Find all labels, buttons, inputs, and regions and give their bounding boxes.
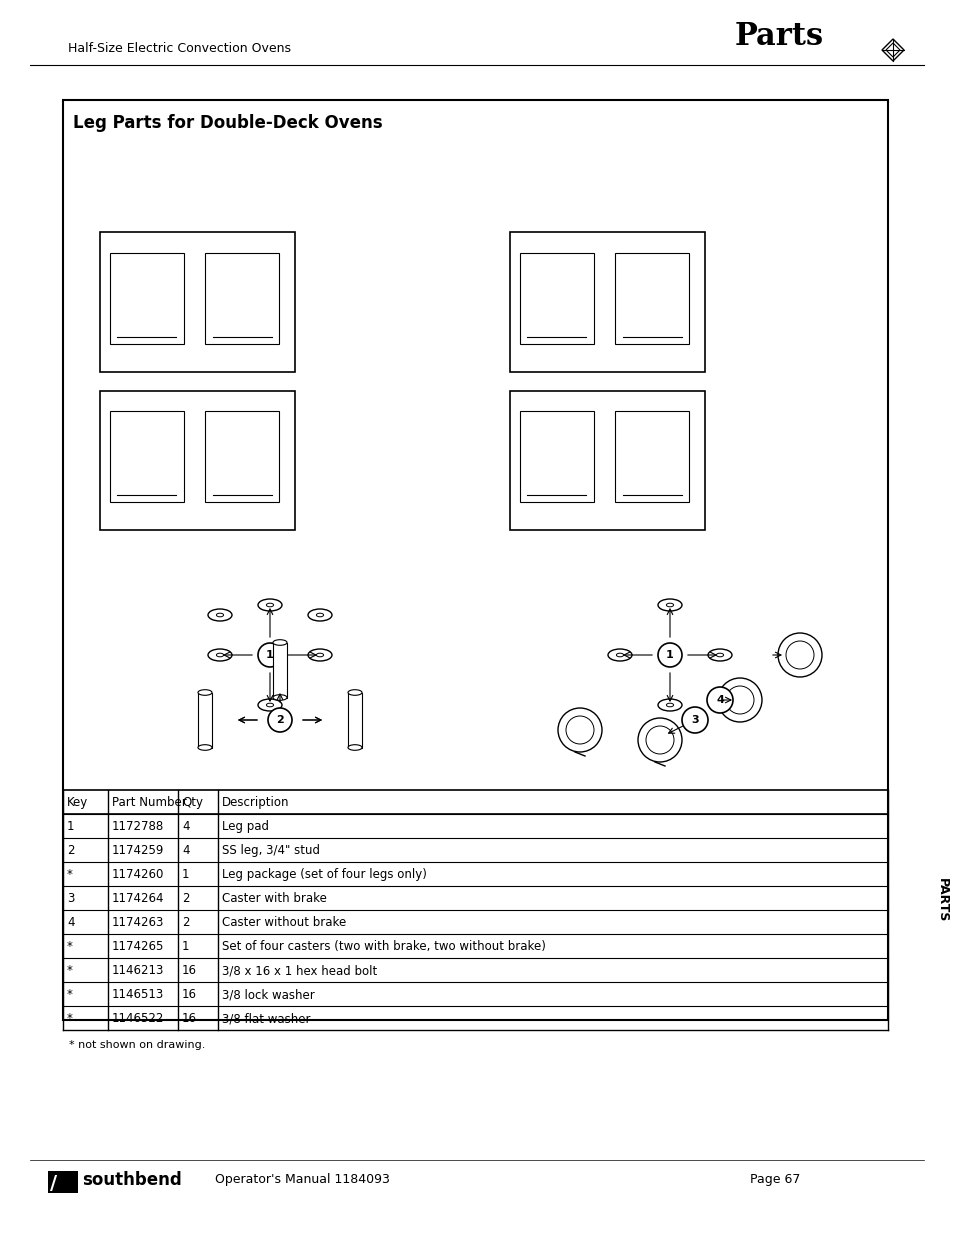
Text: 1146213: 1146213	[112, 965, 164, 977]
Text: 1146513: 1146513	[112, 988, 164, 1002]
Text: 1: 1	[665, 650, 673, 659]
Text: 3: 3	[691, 715, 699, 725]
Text: 2: 2	[182, 916, 190, 929]
Text: 16: 16	[182, 1011, 196, 1025]
Text: Operator's Manual 1184093: Operator's Manual 1184093	[214, 1173, 390, 1186]
Text: Qty: Qty	[182, 797, 203, 809]
Text: Leg pad: Leg pad	[222, 820, 269, 832]
Text: SS leg, 3/4" stud: SS leg, 3/4" stud	[222, 844, 319, 857]
Text: *: *	[67, 1011, 72, 1025]
Text: Set of four casters (two with brake, two without brake): Set of four casters (two with brake, two…	[222, 940, 545, 953]
Ellipse shape	[348, 689, 361, 695]
Bar	[48, 1171, 78, 1193]
Text: Key: Key	[67, 797, 89, 809]
Bar	[519, 253, 593, 345]
Text: *: *	[67, 965, 72, 977]
Bar	[348, 693, 361, 747]
Bar	[510, 232, 704, 372]
Ellipse shape	[273, 695, 287, 700]
Ellipse shape	[273, 640, 287, 646]
Text: Leg Parts for Double-Deck Ovens: Leg Parts for Double-Deck Ovens	[73, 114, 382, 132]
Text: 1172788: 1172788	[112, 820, 164, 832]
Text: /: /	[50, 1174, 57, 1193]
Text: 1: 1	[182, 868, 190, 881]
Ellipse shape	[198, 689, 212, 695]
Text: 2: 2	[275, 715, 284, 725]
Circle shape	[681, 706, 707, 734]
Bar	[615, 411, 689, 503]
Bar	[205, 253, 279, 345]
Bar	[519, 411, 593, 503]
Text: *: *	[67, 868, 72, 881]
Text: Part Number: Part Number	[112, 797, 187, 809]
Bar	[100, 390, 294, 530]
Text: 1174263: 1174263	[112, 916, 164, 929]
Text: 16: 16	[182, 965, 196, 977]
Circle shape	[268, 708, 292, 732]
Bar	[205, 411, 279, 503]
Bar	[110, 411, 184, 503]
Text: 1174259: 1174259	[112, 844, 164, 857]
Ellipse shape	[198, 745, 212, 751]
Text: Leg package (set of four legs only): Leg package (set of four legs only)	[222, 868, 426, 881]
Text: 2: 2	[182, 892, 190, 905]
Text: Page 67: Page 67	[749, 1173, 800, 1186]
Bar	[198, 693, 212, 747]
Bar	[510, 390, 704, 530]
Text: Caster without brake: Caster without brake	[222, 916, 346, 929]
Text: 16: 16	[182, 988, 196, 1002]
Text: *: *	[67, 940, 72, 953]
Text: Caster with brake: Caster with brake	[222, 892, 327, 905]
Bar	[615, 253, 689, 345]
Bar	[110, 253, 184, 345]
Text: 2: 2	[67, 844, 74, 857]
Text: 3/8 x 16 x 1 hex head bolt: 3/8 x 16 x 1 hex head bolt	[222, 965, 376, 977]
Text: 1146522: 1146522	[112, 1011, 164, 1025]
Circle shape	[706, 687, 732, 713]
Text: southbend: southbend	[82, 1171, 182, 1189]
Circle shape	[658, 643, 681, 667]
Text: 1: 1	[67, 820, 74, 832]
Text: 1174260: 1174260	[112, 868, 164, 881]
Text: 1174265: 1174265	[112, 940, 164, 953]
Text: 4: 4	[716, 695, 723, 705]
Text: 1: 1	[266, 650, 274, 659]
Text: * not shown on drawing.: * not shown on drawing.	[69, 1040, 205, 1050]
Bar	[100, 232, 294, 372]
Text: Parts: Parts	[734, 21, 823, 52]
FancyBboxPatch shape	[63, 100, 887, 1020]
Text: Half-Size Electric Convection Ovens: Half-Size Electric Convection Ovens	[68, 42, 291, 56]
Circle shape	[257, 643, 282, 667]
Text: 3/8 lock washer: 3/8 lock washer	[222, 988, 314, 1002]
Text: 3/8 flat washer: 3/8 flat washer	[222, 1011, 310, 1025]
Text: 4: 4	[182, 844, 190, 857]
Ellipse shape	[348, 745, 361, 751]
Text: 4: 4	[67, 916, 74, 929]
Text: 4: 4	[182, 820, 190, 832]
Bar	[273, 642, 287, 698]
Text: *: *	[67, 988, 72, 1002]
Text: 3: 3	[67, 892, 74, 905]
Text: PARTS: PARTS	[935, 878, 947, 923]
Text: 1: 1	[182, 940, 190, 953]
Text: 1174264: 1174264	[112, 892, 164, 905]
Text: Description: Description	[222, 797, 289, 809]
